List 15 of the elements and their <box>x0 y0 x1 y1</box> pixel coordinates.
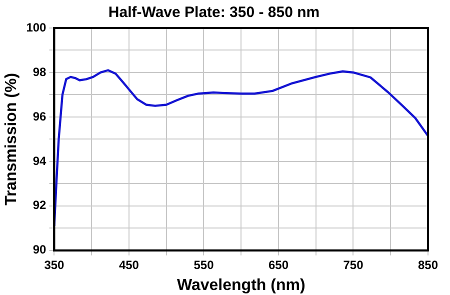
y-axis-title: Transmission (%) <box>3 72 20 206</box>
x-tick-label: 550 <box>194 258 214 272</box>
chart-title: Half-Wave Plate: 350 - 850 nm <box>108 4 320 22</box>
y-tick-label: 92 <box>32 198 47 212</box>
x-axis-title: Wavelength (nm) <box>176 276 306 294</box>
y-tick-label: 90 <box>32 242 47 257</box>
x-tick-label: 850 <box>418 258 438 272</box>
y-tick-label: 94 <box>32 154 47 168</box>
y-tick-label: 96 <box>32 109 47 124</box>
y-tick-label: 98 <box>32 64 47 79</box>
x-tick-label: 750 <box>343 258 364 272</box>
x-tick-label: 650 <box>268 258 289 272</box>
y-tick-label: 100 <box>26 20 47 34</box>
x-tick-label: 350 <box>44 258 65 272</box>
x-tick-label: 450 <box>118 258 140 272</box>
